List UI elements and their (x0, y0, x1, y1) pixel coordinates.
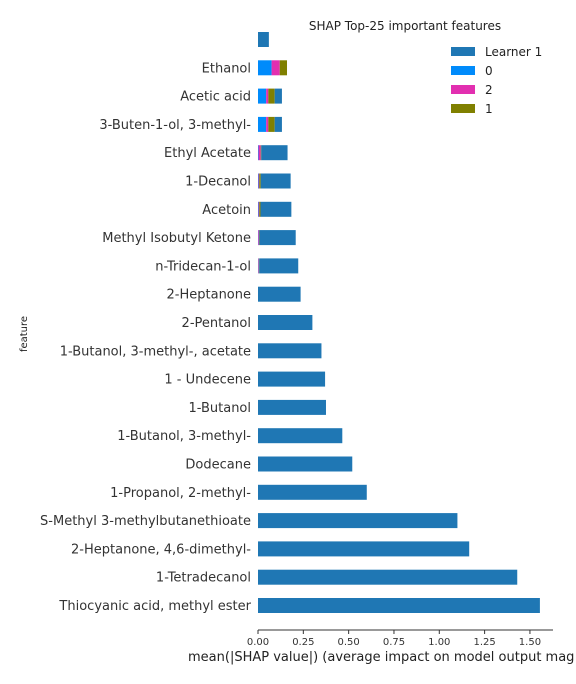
x-tick-label: 1.25 (473, 637, 495, 648)
x-axis-label: mean(|SHAP value|) (average impact on mo… (188, 650, 574, 665)
legend-entry: 1 (485, 102, 493, 116)
legend-entry: 0 (485, 64, 493, 78)
y-tick-label: 1-Propanol, 2-methyl- (110, 486, 251, 501)
bar-segment (261, 174, 291, 189)
bar-segment (258, 89, 266, 104)
bar-segment (258, 202, 259, 217)
bar-segment (259, 202, 260, 217)
legend-swatch (451, 66, 475, 75)
x-axis: 0.00 0.25 0.50 0.75 1.00 1.25 1.50 (247, 630, 553, 648)
y-tick-label: n-Tridecan-1-ol (155, 259, 251, 274)
bar-segment (258, 428, 342, 443)
y-tick-label: S-Methyl 3-methylbutanethioate (40, 514, 251, 529)
legend-entry: Learner 1 (485, 45, 542, 59)
bar-segment (280, 60, 287, 75)
y-tick-label: Thiocyanic acid, methyl ester (58, 599, 251, 614)
y-tick-label: Acetic acid (180, 90, 251, 105)
bar-segment (258, 598, 540, 613)
bar-segment (272, 60, 280, 75)
bar-segment (259, 145, 261, 160)
y-tick-label: Ethanol (202, 61, 251, 76)
y-tick-label: 1-Butanol, 3-methyl-, acetate (60, 344, 251, 359)
y-tick-label: 1-Butanol, 3-methyl- (117, 429, 251, 444)
x-tick-label: 1.50 (519, 637, 541, 648)
x-tick-label: 0.75 (383, 637, 405, 648)
bar-segment (266, 117, 268, 132)
bar-segment (261, 145, 287, 160)
x-tick-label: 0.25 (292, 637, 314, 648)
bar-segment (258, 485, 367, 500)
y-tick-label: Methyl Isobutyl Ketone (102, 231, 251, 246)
y-tick-label: Acetoin (202, 203, 251, 218)
y-tick-label: 1-Tetradecanol (156, 571, 251, 586)
bar-segment (275, 89, 282, 104)
bar-segment (259, 202, 260, 217)
bar-segment (258, 343, 321, 358)
bar-segment (266, 89, 268, 104)
bar-segment (258, 570, 517, 585)
x-tick-label: 1.00 (428, 637, 450, 648)
bar-segment (258, 315, 312, 330)
legend-swatch (451, 47, 475, 56)
bar-segment (259, 258, 298, 273)
bar-segment (258, 60, 272, 75)
bar-segment (258, 287, 301, 302)
bar-segment (261, 202, 292, 217)
bar-segment (259, 174, 260, 189)
legend-swatch (451, 104, 475, 113)
bar-segment (258, 145, 259, 160)
bar-segment (258, 400, 326, 415)
x-tick-label: 0.00 (247, 637, 269, 648)
bar-segment (258, 541, 469, 556)
bar-segment (258, 258, 259, 273)
bar-segment (259, 174, 260, 189)
bar-segment (258, 372, 325, 387)
bar-segment (258, 117, 266, 132)
y-tick-label: Ethyl Acetate (164, 146, 251, 161)
y-tick-label: 1-Decanol (185, 175, 251, 190)
bar-segment (258, 457, 352, 472)
bar-segment (258, 513, 457, 528)
x-tick-label: 0.50 (338, 637, 360, 648)
bar-segment (275, 117, 282, 132)
legend-swatch (451, 85, 475, 94)
y-tick-label: Dodecane (185, 458, 251, 473)
bar-segment (259, 230, 295, 245)
bar-segment (261, 145, 262, 160)
bar-segment (258, 230, 259, 245)
bar-segment (268, 117, 274, 132)
bar-segment (258, 32, 269, 47)
y-tick-label: 3-Buten-1-ol, 3-methyl- (99, 118, 251, 133)
y-tick-label: 1 - Undecene (164, 373, 251, 388)
y-tick-label: 2-Pentanol (182, 316, 251, 331)
y-tick-label: 2-Heptanone (167, 288, 251, 303)
bars-group (258, 32, 540, 613)
legend: Learner 1 0 2 1 (451, 45, 542, 116)
y-tick-label: 1-Butanol (188, 401, 251, 416)
bar-segment (268, 89, 274, 104)
y-tick-label: 2-Heptanone, 4,6-dimethyl- (71, 542, 251, 557)
y-axis-label: feature (19, 316, 30, 352)
bar-segment (258, 174, 259, 189)
legend-entry: 2 (485, 83, 493, 97)
y-tick-labels: Ethanol Acetic acid 3-Buten-1-ol, 3-methyl… (40, 61, 252, 614)
chart-title: SHAP Top-25 important features (309, 19, 501, 33)
